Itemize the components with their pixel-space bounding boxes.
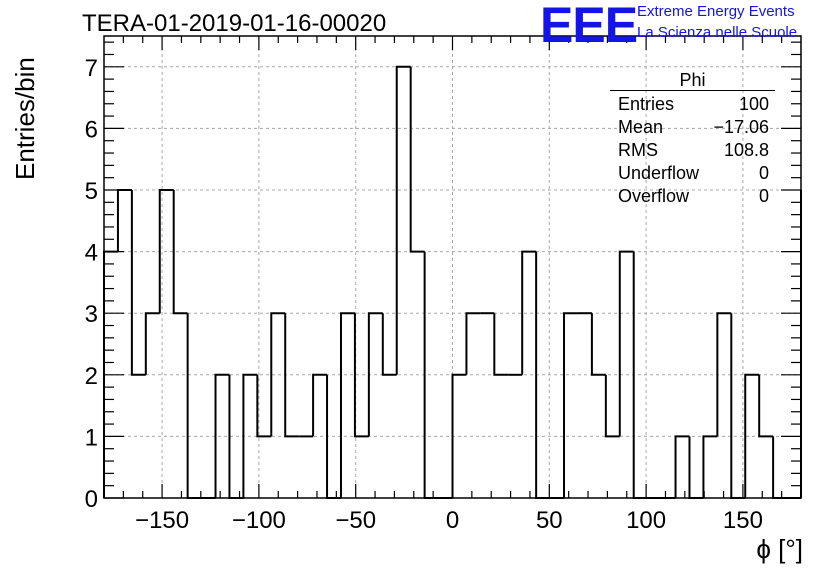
x-tick-label: −100: [232, 507, 286, 534]
stats-row-mean: Mean −17.06: [610, 116, 775, 139]
histogram-bin: [702, 435, 718, 498]
y-tick-label: 0: [85, 486, 98, 513]
stats-row-entries: Entries 100: [610, 93, 775, 116]
stats-box: Phi Entries 100 Mean −17.06 RMS 108.8 Under…: [610, 70, 775, 208]
histogram-bin: [172, 190, 188, 315]
x-tick-label: −50: [335, 507, 376, 534]
histogram-bin: [144, 312, 160, 375]
histogram-bin: [618, 250, 634, 437]
chart-title: TERA-01-2019-01-16-00020: [82, 10, 387, 37]
logo-caption-line1: Extreme Energy Events: [637, 3, 795, 20]
stats-value: −17.06: [713, 117, 769, 137]
histogram-bin: [367, 312, 383, 437]
y-tick-label: 5: [85, 178, 98, 205]
x-tick-label: −150: [135, 507, 189, 534]
eee-logo: EEE: [540, 0, 638, 53]
axis-tick-labels: −150 −100 −50 0 50 100 150 0 1 2 3 4 5 6 7: [85, 55, 763, 534]
y-tick-label: 6: [85, 116, 98, 143]
stats-value: 0: [758, 163, 769, 183]
stats-row-rms: RMS 108.8: [610, 139, 775, 162]
stats-label: RMS: [618, 140, 658, 160]
stats-value: 100: [738, 94, 769, 114]
axis-ticks: [104, 36, 801, 499]
histogram-bin: [465, 312, 481, 375]
stats-label: Entries: [618, 94, 675, 114]
histogram-bin: [353, 313, 369, 438]
logo-caption-line2: La Scienza nelle Scuole: [637, 24, 798, 41]
y-axis-label: Entries/bin: [10, 57, 40, 180]
histogram-bin: [688, 436, 704, 499]
histogram-bin: [758, 374, 774, 438]
histogram-bin: [604, 374, 620, 438]
histogram-bin: [590, 313, 606, 376]
histogram-bin: [339, 312, 355, 498]
y-tick-label: 7: [85, 55, 98, 82]
histogram-bin: [242, 373, 258, 498]
stats-label: Mean: [618, 117, 664, 137]
histogram-bin: [270, 312, 286, 437]
y-tick-label: 3: [85, 301, 98, 328]
histogram-bin: [284, 313, 300, 438]
y-tick-label: 4: [85, 240, 98, 267]
y-tick-label: 2: [85, 363, 98, 390]
x-tick-label: 0: [446, 507, 459, 534]
histogram-bin: [395, 65, 411, 375]
stats-label: Overflow: [618, 186, 690, 206]
histogram-bin: [744, 373, 760, 498]
histogram-bin: [116, 189, 132, 252]
stats-label: Underflow: [618, 163, 700, 183]
stats-value: 108.8: [723, 140, 769, 160]
histogram-bin: [493, 313, 509, 376]
histogram-bin: [521, 250, 537, 375]
stats-divider: [610, 90, 775, 91]
histogram-bin: [130, 190, 146, 376]
y-axis-label-wrap: Entries/bin: [4, 0, 44, 240]
stats-value: 0: [758, 186, 769, 206]
histogram-bin: [381, 313, 397, 376]
histogram-bin: [772, 436, 788, 499]
histogram-bin: [451, 373, 467, 498]
histogram-bin: [214, 373, 230, 498]
histogram-bin: [158, 189, 174, 314]
stats-title: Phi: [679, 70, 706, 90]
histogram-bin: [312, 373, 328, 437]
histogram-bin: [563, 312, 578, 498]
histogram-bin: [716, 312, 732, 437]
stats-row-underflow: Underflow 0: [610, 162, 775, 185]
histogram-bin: [409, 66, 425, 253]
stats-row-overflow: Overflow 0: [610, 185, 775, 208]
x-tick-label: 150: [723, 507, 763, 534]
y-tick-label: 1: [85, 424, 98, 451]
x-axis-label: ϕ [°]: [756, 534, 803, 564]
histogram-bin: [186, 313, 202, 499]
histogram-bin: [674, 435, 690, 498]
x-tick-label: 50: [536, 507, 563, 534]
histogram-bin: [256, 374, 272, 438]
x-tick-label: 100: [626, 507, 666, 534]
